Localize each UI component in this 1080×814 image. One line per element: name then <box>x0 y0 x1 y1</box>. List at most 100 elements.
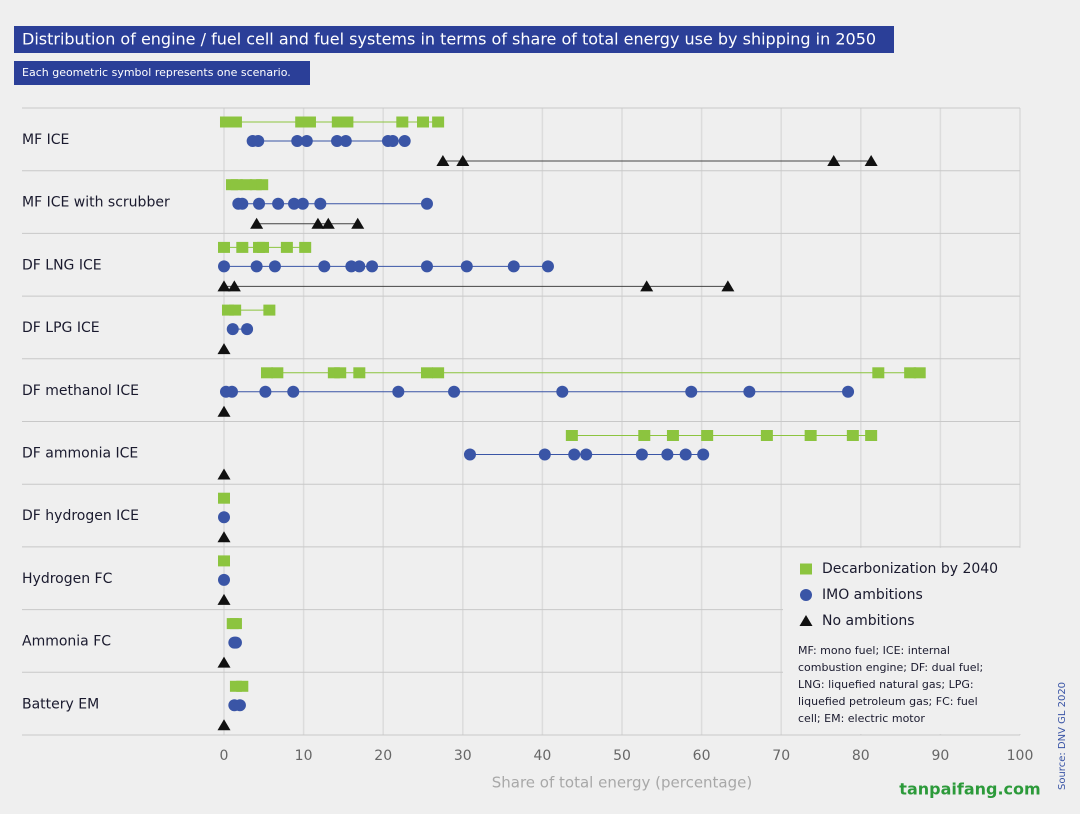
data-point <box>842 385 855 398</box>
data-point <box>252 135 265 147</box>
data-point <box>263 304 276 316</box>
data-point <box>334 367 347 379</box>
data-point <box>299 241 312 253</box>
data-point <box>638 430 651 441</box>
data-point <box>321 217 335 229</box>
data-point <box>448 385 461 398</box>
data-point <box>904 367 917 379</box>
x-tick-label: 100 <box>1007 748 1034 764</box>
data-point <box>556 385 569 398</box>
legend-marker <box>800 589 812 601</box>
data-point <box>568 448 581 461</box>
data-point <box>218 511 230 524</box>
data-point <box>541 260 554 273</box>
data-point <box>507 260 520 273</box>
x-tick-label: 0 <box>220 748 229 764</box>
data-point <box>327 367 340 379</box>
category-label: DF LPG ICE <box>22 320 100 336</box>
data-point <box>229 618 242 630</box>
data-point <box>257 241 270 253</box>
data-point <box>229 304 242 316</box>
data-point <box>420 197 433 210</box>
data-point <box>256 179 269 191</box>
data-point <box>353 367 366 379</box>
x-tick-label: 20 <box>374 748 392 764</box>
data-point <box>721 280 735 292</box>
data-point <box>760 430 773 441</box>
data-point <box>217 531 231 543</box>
category-label: Ammonia FC <box>22 634 111 650</box>
data-point <box>225 385 238 398</box>
data-point <box>331 116 344 128</box>
data-point <box>259 385 272 398</box>
x-tick-label: 60 <box>693 748 711 764</box>
data-point <box>229 116 242 128</box>
x-tick-label: 80 <box>852 748 870 764</box>
data-point <box>218 555 230 567</box>
footnote: LNG: liquefied natural gas; LPG: <box>798 678 974 691</box>
x-tick-label: 50 <box>613 748 631 764</box>
data-point <box>339 135 352 147</box>
data-point <box>236 197 249 210</box>
chart-title: Distribution of engine / fuel cell and f… <box>22 30 876 49</box>
data-point <box>436 155 450 166</box>
data-point <box>227 280 241 292</box>
data-point <box>295 116 308 128</box>
data-point <box>565 430 578 441</box>
legend-label: No ambitions <box>822 613 915 629</box>
data-point <box>314 197 327 210</box>
x-tick-label: 70 <box>772 748 790 764</box>
data-point <box>661 448 674 461</box>
data-point <box>331 135 344 147</box>
data-point <box>685 385 698 398</box>
footnote: combustion engine; DF: dual fuel; <box>798 661 983 674</box>
x-tick-label: 30 <box>454 748 472 764</box>
x-tick-label: 10 <box>295 748 313 764</box>
data-point <box>250 217 264 229</box>
data-point <box>217 280 231 292</box>
data-point <box>341 116 354 128</box>
data-point <box>217 468 231 480</box>
data-point <box>827 155 841 166</box>
data-point <box>679 448 692 461</box>
data-point <box>456 155 470 166</box>
data-point <box>240 179 253 191</box>
data-point <box>743 385 756 398</box>
data-point <box>420 367 433 379</box>
data-point <box>280 241 293 253</box>
data-point <box>432 367 445 379</box>
data-point <box>217 593 231 605</box>
data-point <box>460 260 473 273</box>
data-point <box>420 260 433 273</box>
watermark: tanpaifang.com <box>899 780 1040 799</box>
data-point <box>311 217 325 229</box>
category-label: Battery EM <box>22 696 99 712</box>
data-point <box>217 656 231 668</box>
chart-subtitle: Each geometric symbol represents one sce… <box>22 66 291 79</box>
data-point <box>287 385 300 398</box>
data-point <box>398 135 411 147</box>
data-point <box>236 241 249 253</box>
data-point <box>351 217 365 229</box>
data-point <box>300 135 313 147</box>
data-point <box>353 260 366 273</box>
data-point <box>417 116 429 128</box>
data-point <box>864 155 878 166</box>
data-point <box>241 323 254 336</box>
legend-area <box>783 547 1026 734</box>
category-label: MF ICE <box>22 132 69 148</box>
data-point <box>260 367 273 379</box>
data-point <box>218 260 230 273</box>
data-point <box>913 367 926 379</box>
data-point <box>236 680 249 692</box>
data-point <box>846 430 859 441</box>
data-point <box>303 116 316 128</box>
data-point <box>233 699 246 712</box>
data-point <box>640 280 654 292</box>
x-tick-label: 40 <box>533 748 551 764</box>
data-point <box>865 430 878 441</box>
data-point <box>366 260 379 273</box>
data-point <box>296 197 309 210</box>
legend-label: Decarbonization by 2040 <box>822 561 998 577</box>
data-point <box>580 448 593 461</box>
